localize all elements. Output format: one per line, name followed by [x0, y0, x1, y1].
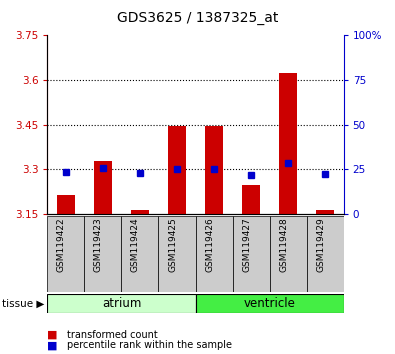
- Bar: [269, 216, 307, 292]
- Text: tissue ▶: tissue ▶: [2, 298, 44, 309]
- Bar: [85, 216, 122, 292]
- Text: GSM119423: GSM119423: [94, 218, 103, 273]
- Bar: [196, 216, 233, 292]
- Bar: [307, 216, 344, 292]
- Text: percentile rank within the sample: percentile rank within the sample: [67, 340, 232, 350]
- Text: GSM119426: GSM119426: [205, 218, 214, 273]
- Bar: [158, 216, 196, 292]
- Bar: [94, 160, 112, 214]
- Bar: [242, 185, 260, 214]
- Text: ■: ■: [47, 340, 58, 350]
- Bar: [122, 216, 158, 292]
- Text: transformed count: transformed count: [67, 330, 158, 339]
- Bar: [205, 126, 223, 214]
- Bar: [47, 216, 85, 292]
- Bar: [47, 294, 196, 313]
- Text: GSM119428: GSM119428: [279, 218, 288, 273]
- Bar: [233, 216, 269, 292]
- Bar: [131, 210, 149, 214]
- Bar: [279, 73, 297, 214]
- Text: GSM119422: GSM119422: [57, 218, 66, 272]
- Text: GDS3625 / 1387325_at: GDS3625 / 1387325_at: [117, 11, 278, 25]
- Bar: [56, 195, 75, 214]
- Text: GSM119425: GSM119425: [168, 218, 177, 273]
- Text: GSM119424: GSM119424: [131, 218, 140, 272]
- Bar: [196, 294, 344, 313]
- Bar: [168, 126, 186, 214]
- Text: GSM119429: GSM119429: [316, 218, 325, 273]
- Text: GSM119427: GSM119427: [242, 218, 251, 273]
- Text: ventricle: ventricle: [244, 297, 295, 310]
- Text: ■: ■: [47, 330, 58, 339]
- Bar: [316, 210, 335, 214]
- Text: atrium: atrium: [102, 297, 141, 310]
